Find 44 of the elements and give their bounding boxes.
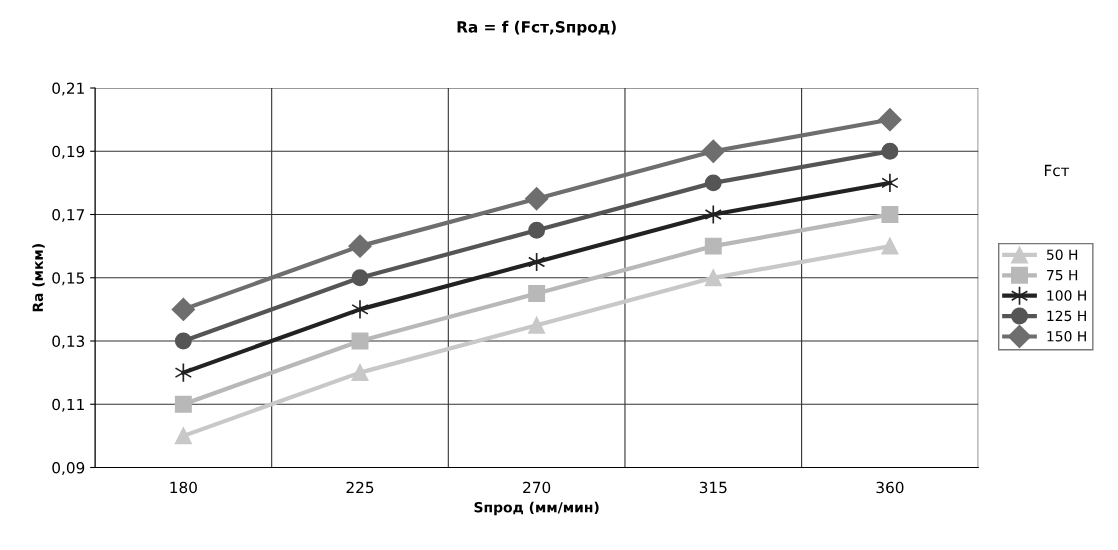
y-tick-label: 0,17: [52, 208, 84, 223]
y-tick-label: 0,09: [52, 461, 85, 476]
point: [351, 269, 369, 287]
point: [701, 139, 725, 163]
legend-title: Fст: [1044, 164, 1070, 177]
point: [881, 173, 899, 193]
y-tick-label: 0,21: [52, 82, 84, 96]
point: [528, 221, 546, 239]
point: [704, 237, 722, 255]
y-tick-label: 0,15: [52, 272, 84, 286]
point: [704, 174, 722, 192]
legend-label: 50 H: [1046, 249, 1078, 260]
point: [174, 395, 192, 413]
point: [881, 206, 899, 223]
point: [878, 107, 902, 132]
point: [704, 269, 722, 287]
point: [881, 237, 899, 255]
y-tick-label: 0,13: [52, 335, 85, 349]
x-tick-label: 315: [699, 481, 727, 494]
legend-label: 150 H: [1047, 331, 1086, 342]
point: [171, 297, 195, 322]
y-axis-title: Ra (мкм): [32, 244, 45, 312]
y-tick-label: 0,19: [52, 145, 85, 159]
legend-label: 75 H: [1047, 270, 1078, 281]
legend-label: 100 H: [1047, 290, 1086, 301]
point: [528, 316, 546, 334]
chart-title: Ra = f (Fст,Sпрод): [457, 20, 616, 36]
x-tick-label: 360: [876, 481, 904, 494]
y-tick-label: 0,11: [52, 398, 84, 412]
point: [174, 427, 192, 445]
point: [174, 332, 192, 350]
x-tick-label: 225: [346, 481, 374, 494]
x-axis-title: Sпрод (мм/мин): [474, 501, 599, 516]
point: [525, 187, 549, 211]
point: [351, 299, 369, 320]
point: [351, 364, 369, 382]
point: [881, 142, 899, 160]
point: [351, 332, 369, 350]
legend-label: 125 H: [1047, 310, 1086, 322]
x-tick-label: 180: [170, 481, 197, 494]
point: [528, 285, 546, 303]
x-tick-label: 270: [523, 481, 551, 494]
point: [348, 234, 372, 258]
point: [704, 204, 722, 225]
